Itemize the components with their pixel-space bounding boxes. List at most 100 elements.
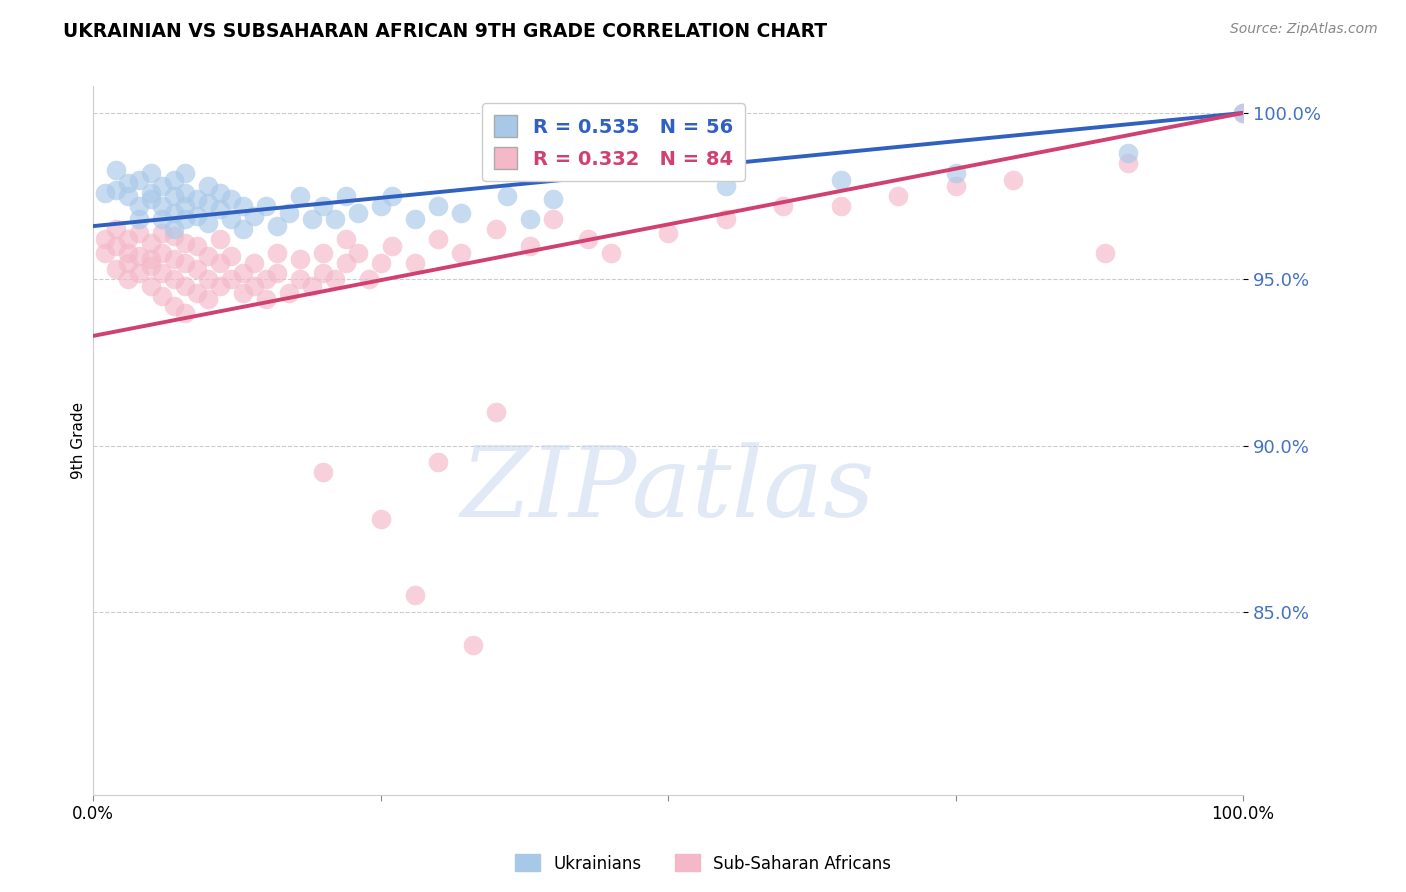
Point [301, 212, 323, 227]
Point [484, 222, 506, 236]
Point [150, 179, 173, 194]
Point [174, 212, 197, 227]
Point [139, 259, 162, 273]
Point [93, 232, 115, 246]
Point [93, 186, 115, 200]
Point [714, 212, 737, 227]
Legend: R = 0.535   N = 56, R = 0.332   N = 84: R = 0.535 N = 56, R = 0.332 N = 84 [482, 103, 745, 181]
Point [254, 293, 277, 307]
Point [117, 232, 139, 246]
Point [197, 179, 219, 194]
Point [370, 512, 392, 526]
Point [830, 199, 852, 213]
Point [323, 272, 346, 286]
Point [139, 186, 162, 200]
Point [312, 466, 335, 480]
Point [312, 199, 335, 213]
Point [117, 189, 139, 203]
Point [427, 455, 450, 469]
Point [404, 212, 426, 227]
Point [945, 179, 967, 194]
Point [370, 199, 392, 213]
Point [186, 239, 208, 253]
Point [128, 226, 150, 240]
Point [335, 256, 357, 270]
Point [219, 193, 242, 207]
Point [163, 172, 186, 186]
Point [174, 166, 197, 180]
Point [232, 199, 254, 213]
Point [174, 235, 197, 250]
Point [163, 252, 186, 267]
Point [186, 209, 208, 223]
Point [186, 193, 208, 207]
Point [404, 589, 426, 603]
Point [139, 166, 162, 180]
Point [288, 252, 311, 267]
Point [772, 199, 794, 213]
Point [105, 262, 128, 277]
Point [208, 256, 231, 270]
Point [381, 189, 404, 203]
Point [163, 272, 186, 286]
Point [243, 279, 266, 293]
Point [312, 245, 335, 260]
Point [197, 249, 219, 263]
Point [150, 199, 173, 213]
Point [323, 212, 346, 227]
Point [128, 199, 150, 213]
Point [174, 199, 197, 213]
Point [219, 212, 242, 227]
Point [450, 206, 472, 220]
Point [150, 289, 173, 303]
Point [254, 199, 277, 213]
Point [208, 202, 231, 217]
Point [150, 266, 173, 280]
Point [519, 212, 541, 227]
Text: ZIPatlas: ZIPatlas [461, 442, 876, 538]
Point [266, 245, 288, 260]
Point [163, 222, 186, 236]
Point [139, 193, 162, 207]
Point [232, 222, 254, 236]
Point [301, 279, 323, 293]
Point [117, 256, 139, 270]
Point [945, 166, 967, 180]
Point [174, 186, 197, 200]
Point [197, 195, 219, 210]
Point [335, 232, 357, 246]
Point [346, 206, 368, 220]
Point [288, 189, 311, 203]
Point [496, 189, 519, 203]
Point [1232, 106, 1254, 120]
Point [128, 266, 150, 280]
Point [288, 272, 311, 286]
Point [150, 226, 173, 240]
Point [887, 189, 910, 203]
Point [1001, 172, 1024, 186]
Point [1232, 106, 1254, 120]
Point [346, 245, 368, 260]
Point [128, 212, 150, 227]
Point [243, 209, 266, 223]
Point [128, 172, 150, 186]
Point [139, 235, 162, 250]
Point [1116, 145, 1139, 160]
Point [208, 232, 231, 246]
Point [232, 285, 254, 300]
Point [243, 256, 266, 270]
Point [174, 305, 197, 319]
Point [266, 219, 288, 233]
Point [208, 186, 231, 200]
Point [163, 229, 186, 244]
Point [163, 299, 186, 313]
Point [174, 279, 197, 293]
Point [1094, 245, 1116, 260]
Point [197, 272, 219, 286]
Point [186, 262, 208, 277]
Point [219, 272, 242, 286]
Point [277, 206, 299, 220]
Point [197, 293, 219, 307]
Point [105, 162, 128, 177]
Point [830, 172, 852, 186]
